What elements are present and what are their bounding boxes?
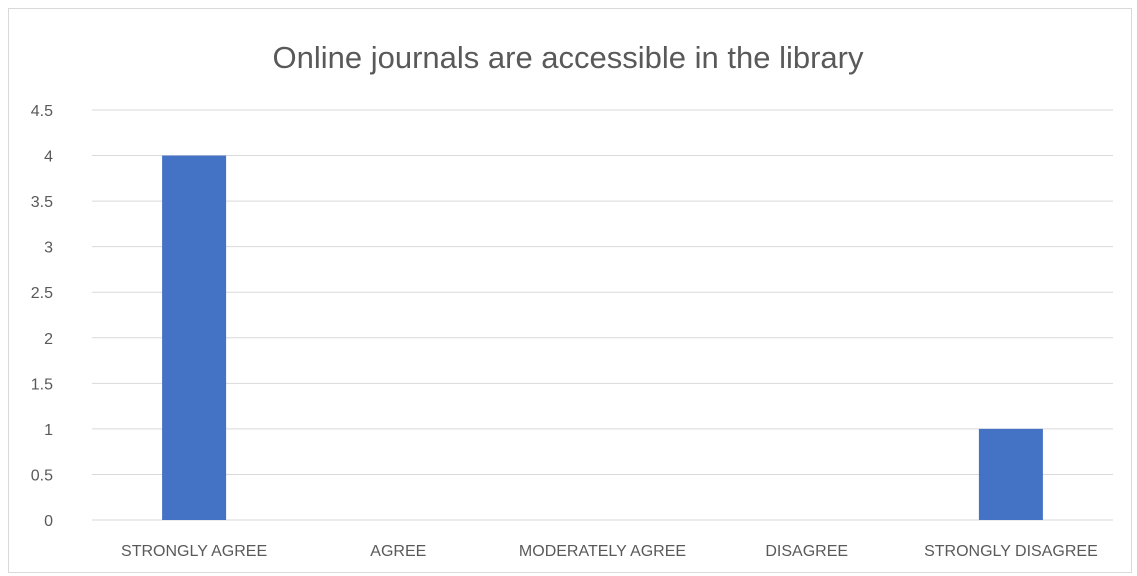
y-tick-label: 1 — [44, 422, 53, 439]
x-tick-label: STRONGLY DISAGREE — [924, 543, 1098, 560]
y-tick-label: 4.5 — [31, 103, 53, 120]
chart-title: Online journals are accessible in the li… — [272, 40, 864, 75]
x-axis: STRONGLY AGREE AGREE MODERATELY AGREE DISAG… — [121, 543, 1098, 560]
bars — [162, 155, 1043, 521]
y-tick-label: 4 — [44, 149, 53, 166]
x-tick-label: MODERATELY AGREE — [519, 543, 686, 560]
bar — [978, 428, 1043, 520]
y-axis: 0 0.5 1 1.5 2 2.5 3 3.5 4 4.5 — [31, 103, 53, 530]
y-tick-label: 1.5 — [31, 376, 53, 393]
y-tick-label: 0.5 — [31, 467, 53, 484]
y-tick-label: 0 — [44, 513, 53, 530]
gridlines — [92, 109, 1113, 521]
x-tick-label: DISAGREE — [765, 543, 848, 560]
bar — [162, 155, 227, 521]
y-tick-label: 2 — [44, 331, 53, 348]
x-tick-label: STRONGLY AGREE — [121, 543, 267, 560]
y-tick-label: 3.5 — [31, 194, 53, 211]
y-tick-label: 3 — [44, 240, 53, 257]
x-tick-label: AGREE — [370, 543, 426, 560]
y-tick-label: 2.5 — [31, 285, 53, 302]
